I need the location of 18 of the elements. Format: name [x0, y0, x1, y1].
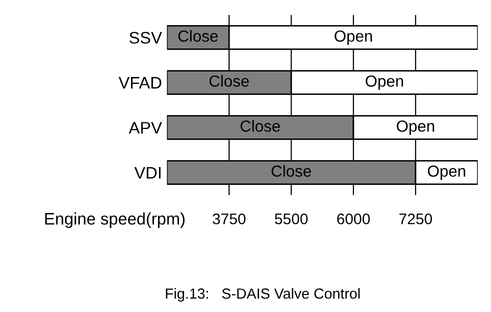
series-label: Open: [366, 75, 404, 90]
text: Open: [334, 30, 372, 45]
text: Open: [396, 120, 434, 135]
text: 5500: [274, 213, 308, 224]
text: 7250: [399, 213, 432, 224]
text: Close: [209, 75, 249, 87]
text: 6000: [337, 213, 370, 224]
y-tick-label: SSV: [129, 32, 162, 44]
y-tick-label: VFAD: [118, 77, 162, 89]
text: Close: [272, 165, 311, 177]
x-axis-title: Engine speed(rpm): [45, 212, 185, 228]
text: Open: [428, 165, 466, 180]
text: Close: [178, 30, 218, 42]
caption: Fig.13: S-DAIS Valve Control: [166, 288, 360, 302]
series-label: Close: [240, 120, 280, 132]
text: 3750: [212, 213, 246, 224]
y-tick-label: APV: [128, 122, 162, 134]
y-tick-label: VDI: [134, 167, 161, 179]
